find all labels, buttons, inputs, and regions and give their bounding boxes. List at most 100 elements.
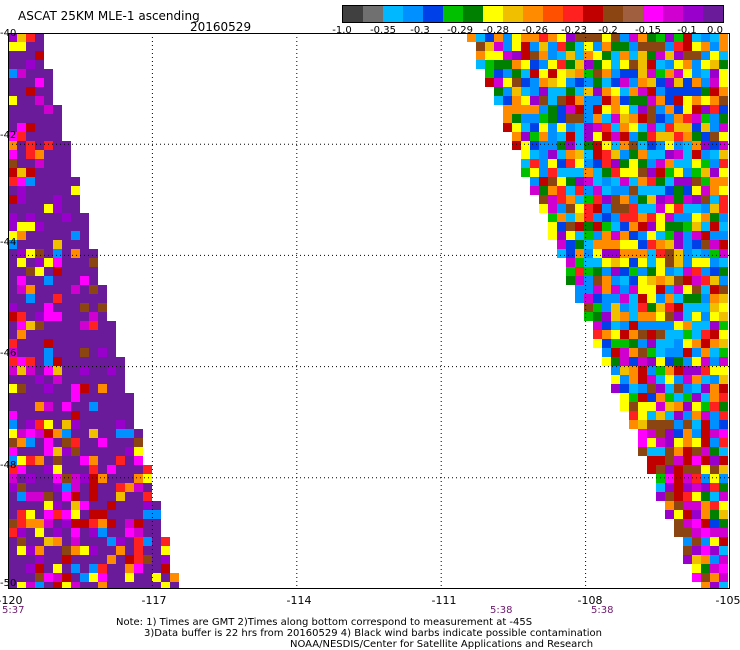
swath-cell [44,393,53,402]
swath-cell [26,366,35,375]
swath-cell [80,546,89,555]
swath-cell [593,339,602,348]
swath-cell [26,294,35,303]
swath-cell [719,204,728,213]
swath-cell [710,195,719,204]
swath-cell [53,339,62,348]
swath-cell [62,357,71,366]
swath-cell [629,312,638,321]
swath-cell [8,249,17,258]
swath-cell [125,582,134,589]
swath-cell [719,312,728,321]
swath-cell [593,42,602,51]
swath-cell [35,357,44,366]
swath-cell [116,492,125,501]
swath-cell [35,312,44,321]
swath-cell [611,294,620,303]
swath-cell [71,573,80,582]
swath-cell [8,168,17,177]
swath-cell [17,204,26,213]
swath-cell [602,276,611,285]
swath-cell [683,114,692,123]
swath-cell [26,420,35,429]
colorbar-swatch [563,6,584,22]
swath-cell [107,510,116,519]
swath-cell [134,438,143,447]
swath-cell [80,330,89,339]
swath-cell [71,438,80,447]
swath-cell [17,555,26,564]
swath-cell [44,483,53,492]
swath-cell [710,483,719,492]
swath-cell [116,375,125,384]
swath-cell [629,366,638,375]
swath-cell [710,204,719,213]
swath-cell [116,393,125,402]
swath-cell [674,231,683,240]
swath-cell [26,276,35,285]
swath-cell [62,159,71,168]
swath-cell [71,474,80,483]
swath-cell [683,96,692,105]
swath-cell [8,285,17,294]
swath-cell [116,429,125,438]
swath-cell [134,546,143,555]
swath-cell [26,69,35,78]
swath-cell [80,402,89,411]
swath-cell [665,402,674,411]
swath-cell [35,456,44,465]
swath-cell [611,123,620,132]
swath-cell [638,258,647,267]
swath-cell [629,357,638,366]
swath-cell [17,501,26,510]
swath-cell [530,186,539,195]
swath-cell [17,78,26,87]
swath-cell [494,96,503,105]
swath-cell [89,582,98,589]
swath-cell [593,240,602,249]
swath-cell [53,366,62,375]
swath-cell [701,276,710,285]
swath-cell [17,411,26,420]
swath-cell [647,438,656,447]
swath-cell [602,141,611,150]
swath-cell [107,528,116,537]
swath-cell [107,564,116,573]
swath-cell [701,69,710,78]
swath-cell [701,420,710,429]
swath-cell [683,276,692,285]
swath-cell [35,186,44,195]
swath-cell [35,51,44,60]
swath-cell [35,276,44,285]
swath-cell [710,303,719,312]
swath-cell [512,114,521,123]
swath-cell [503,78,512,87]
swath-cell [44,258,53,267]
swath-cell [98,573,107,582]
swath-cell [98,402,107,411]
swath-cell [719,222,728,231]
swath-cell [656,420,665,429]
swath-cell [602,186,611,195]
swath-cell [674,150,683,159]
swath-cell [71,294,80,303]
swath-cell [665,60,674,69]
swath-cell [719,348,728,357]
swath-cell [710,492,719,501]
swath-cell [692,321,701,330]
swath-cell [566,249,575,258]
swath-cell [620,204,629,213]
swath-cell [620,186,629,195]
swath-cell [611,60,620,69]
swath-cell [53,492,62,501]
swath-cell [647,294,656,303]
swath-cell [593,213,602,222]
swath-cell [71,384,80,393]
swath-cell [638,348,647,357]
swath-cell [674,33,683,42]
swath-cell [593,186,602,195]
swath-cell [44,213,53,222]
swath-cell [107,384,116,393]
swath-cell [17,357,26,366]
swath-cell [692,447,701,456]
